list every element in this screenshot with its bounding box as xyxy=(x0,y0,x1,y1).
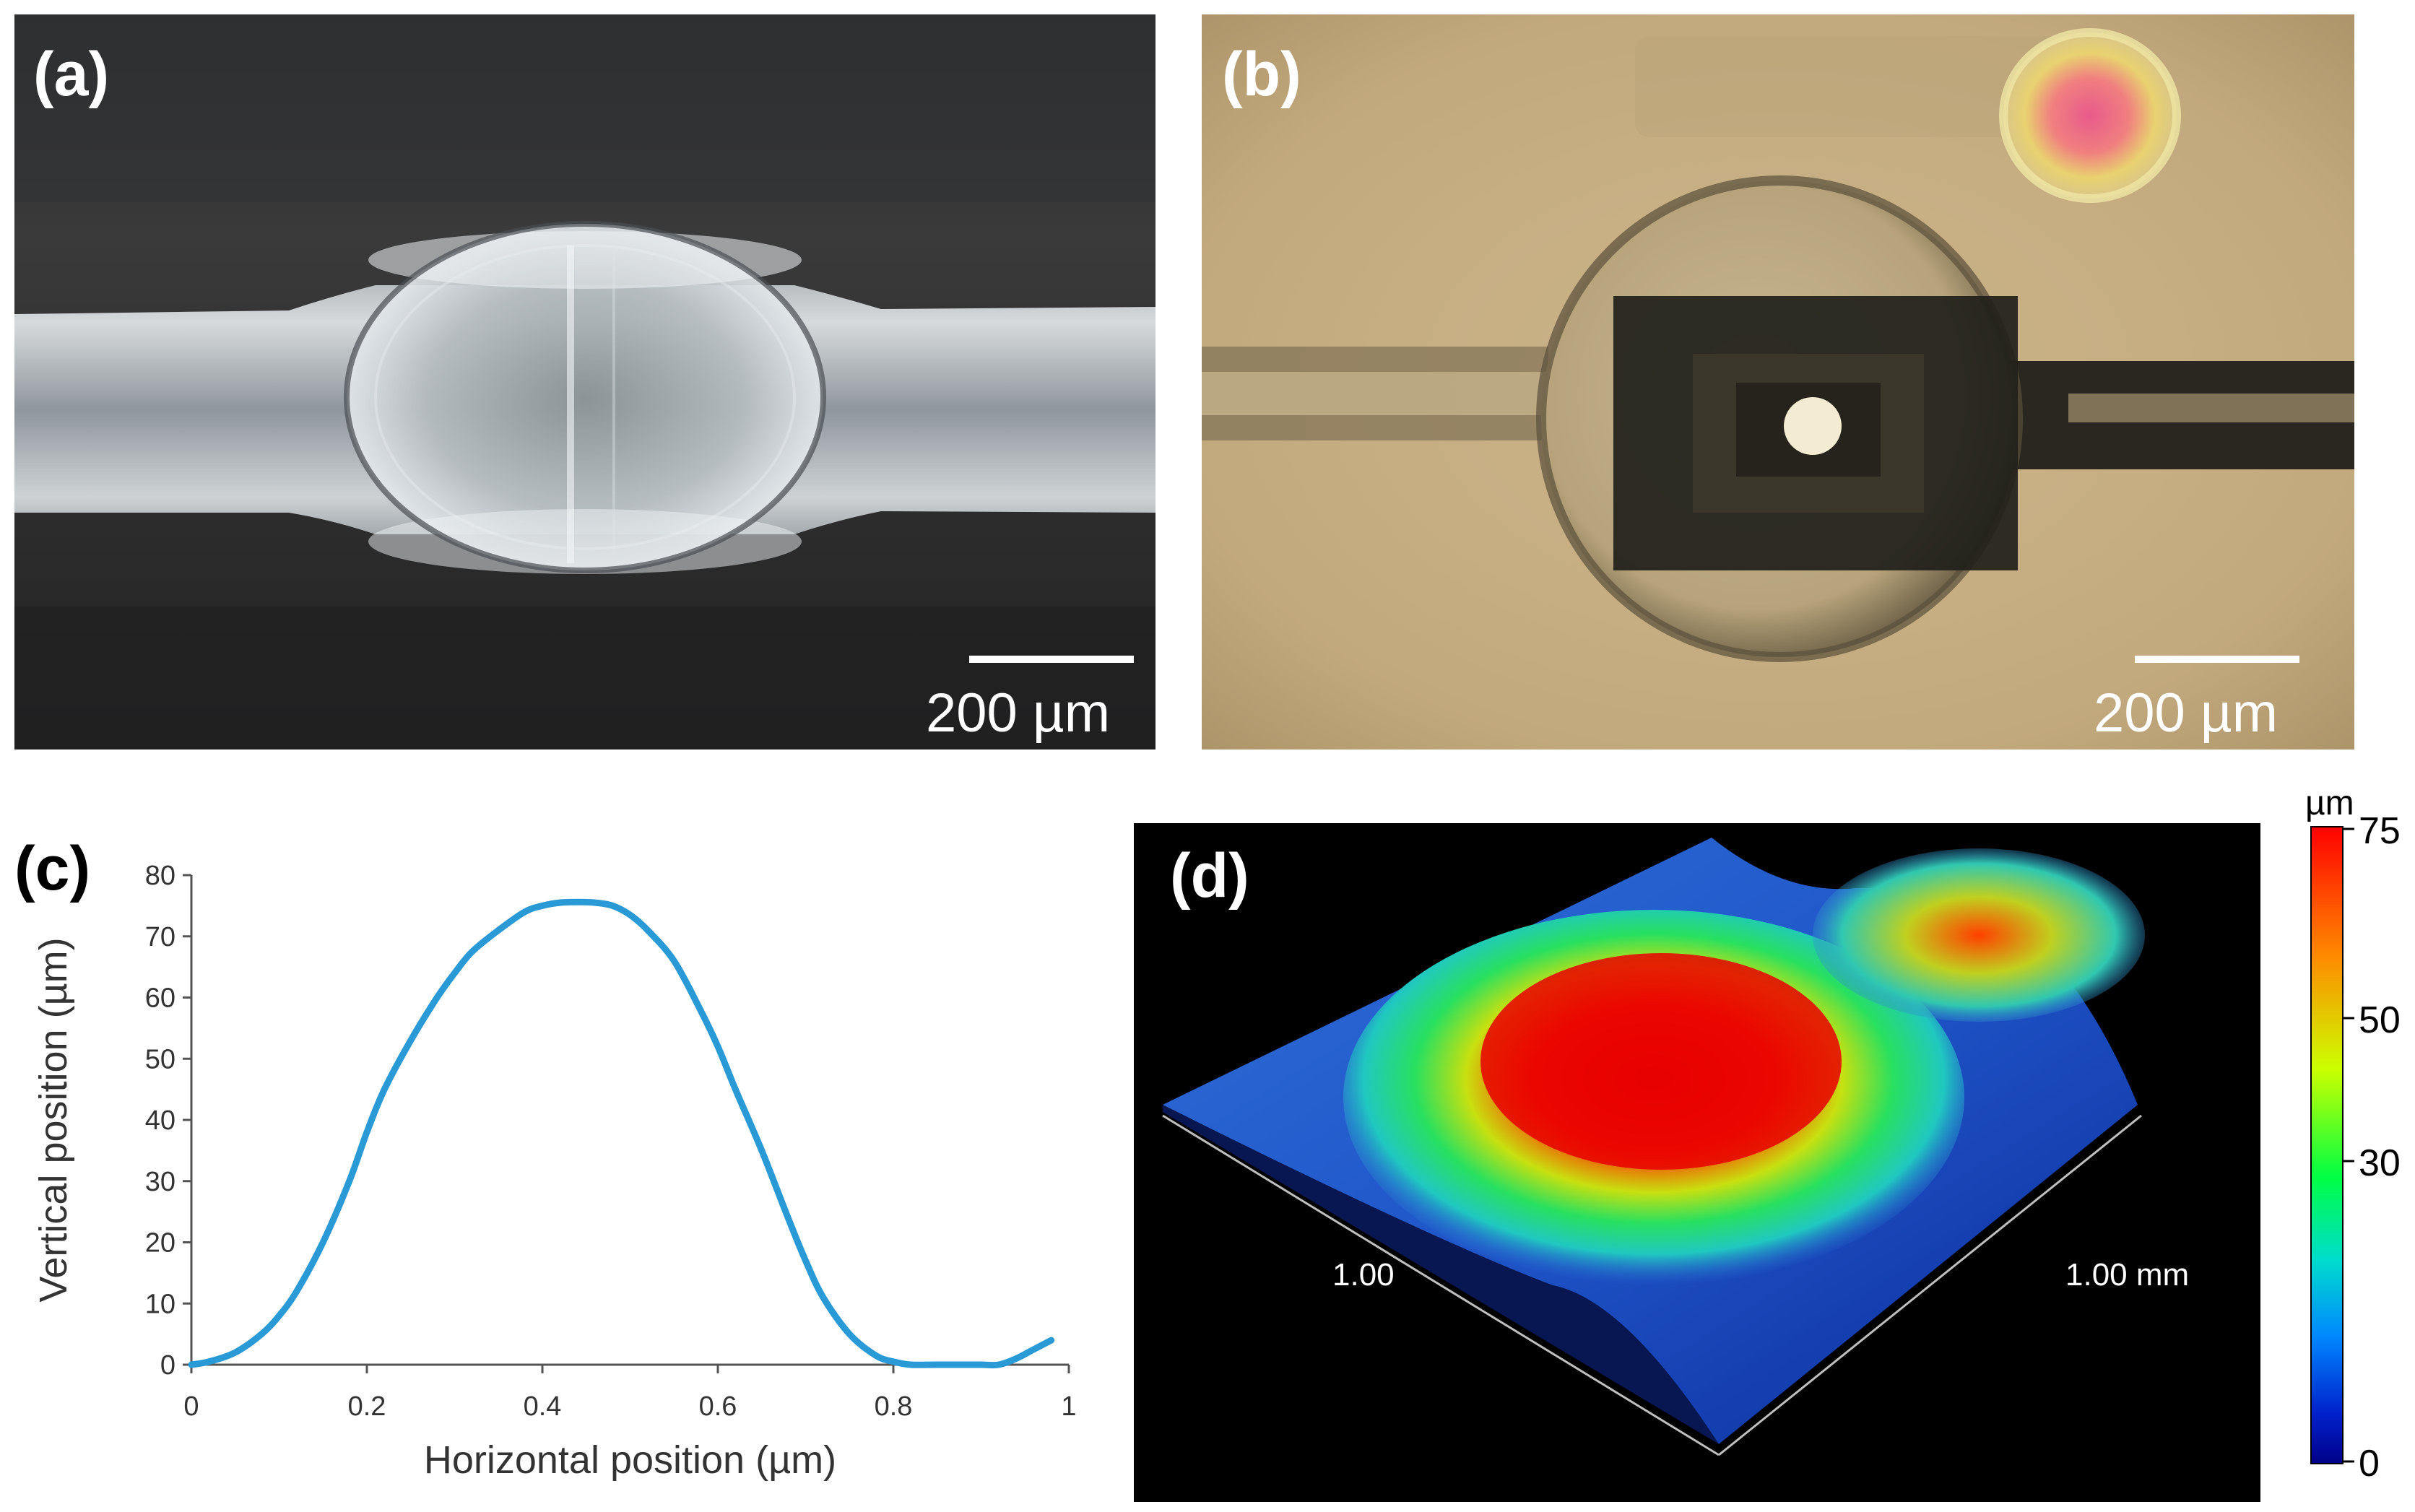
y-axis-label: Vertical position (µm) xyxy=(32,937,75,1302)
colorbar-tick-0: 0 xyxy=(2359,1443,2380,1485)
y-tick-label: 10 xyxy=(145,1289,175,1319)
x-tick-label: 0 xyxy=(183,1391,199,1422)
panel-a-scale-label: 200 µm xyxy=(926,682,1111,744)
y-tick-label: 20 xyxy=(145,1228,175,1259)
colorbar-tick-75: 75 xyxy=(2359,810,2401,852)
panel-a-scale-bar xyxy=(969,656,1134,663)
panel-c-label: (c) xyxy=(14,834,91,903)
x-tick-label: 0.6 xyxy=(699,1391,737,1422)
y-tick-label: 60 xyxy=(145,983,175,1014)
panel-a-photo: (a) 200 µm xyxy=(14,14,1156,750)
panel-a-image xyxy=(14,14,1156,750)
colorbar-tick-30: 30 xyxy=(2359,1142,2401,1184)
colorbar-tick-50: 50 xyxy=(2359,999,2401,1041)
panel-d-surface: µm 75 50 30 0 1.00 1.00 mm (d) xyxy=(1134,780,2415,1502)
surface-axis-label-left: 1.00 xyxy=(1332,1257,1395,1292)
colorbar xyxy=(2310,826,2344,1464)
y-tick-label: 30 xyxy=(145,1167,175,1197)
panel-b-scale-label: 200 µm xyxy=(2094,682,2279,744)
panel-d-label: (d) xyxy=(1170,841,1249,911)
x-tick-label: 0.8 xyxy=(875,1391,913,1422)
x-axis-label: Horizontal position (µm) xyxy=(424,1438,836,1482)
x-tick-label: 0.4 xyxy=(524,1391,562,1422)
colorbar-unit: µm xyxy=(2305,784,2354,822)
y-tick-label: 70 xyxy=(145,922,175,952)
x-tick-label: 1 xyxy=(1061,1391,1076,1422)
chart-axes xyxy=(190,875,1069,1366)
panel-b-label: (b) xyxy=(1222,40,1301,109)
y-tick-label: 50 xyxy=(145,1044,175,1074)
surface-axis-label-right: 1.00 mm xyxy=(2065,1257,2189,1292)
y-tick-label: 40 xyxy=(145,1105,175,1136)
x-tick-label: 0.2 xyxy=(348,1391,386,1422)
panel-c-chart: (c) 0 0.2 0.4 0.6 0.8 1 0 10 20 30 40 50 60 70 80 Hori… xyxy=(0,809,1127,1512)
series-line xyxy=(188,898,1055,1369)
y-tick-label: 0 xyxy=(160,1350,175,1381)
panel-b-photo: (b) 200 µm xyxy=(1202,14,2354,750)
panel-b-image xyxy=(1202,14,2354,750)
panel-d-image: µm 75 50 30 0 1.00 1.00 mm xyxy=(1134,784,2401,1502)
y-tick-label: 80 xyxy=(145,861,175,891)
panel-a-label: (a) xyxy=(33,40,110,109)
panel-b-scale-bar xyxy=(2135,656,2299,663)
